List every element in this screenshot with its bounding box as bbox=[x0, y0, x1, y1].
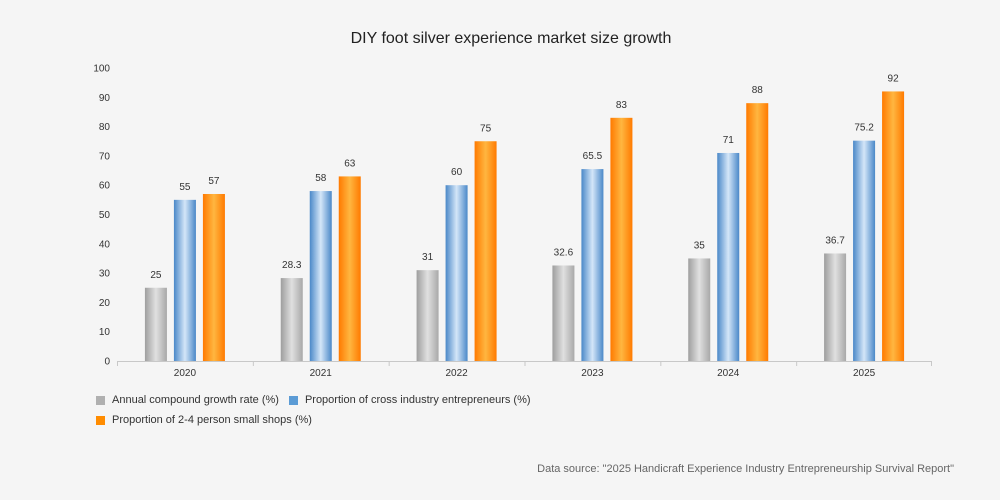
data-label: 83 bbox=[616, 100, 628, 111]
data-label: 35 bbox=[694, 240, 706, 251]
y-tick-label: 20 bbox=[99, 298, 111, 309]
x-tick-label: 2020 bbox=[174, 368, 197, 379]
chart-title: DIY foot silver experience market size g… bbox=[351, 30, 672, 47]
y-tick-label: 60 bbox=[99, 181, 111, 192]
bar bbox=[581, 169, 604, 361]
legend-swatch-orange-icon bbox=[96, 415, 105, 425]
bar bbox=[474, 141, 497, 361]
legend-row-2: Proportion of 2-4 person small shops (%) bbox=[96, 410, 696, 430]
bar bbox=[746, 103, 769, 361]
y-tick-label: 30 bbox=[99, 269, 111, 280]
legend-item-cross-industry: Proportion of cross industry entrepreneu… bbox=[288, 394, 531, 406]
data-label: 75 bbox=[480, 123, 492, 134]
legend-row-1: Annual compound growth rate (%) Proporti… bbox=[96, 390, 696, 410]
bar bbox=[610, 117, 633, 361]
bar bbox=[445, 185, 468, 361]
x-tick-label: 2021 bbox=[310, 368, 333, 379]
y-tick-label: 40 bbox=[99, 239, 111, 250]
bar bbox=[688, 258, 711, 361]
bar bbox=[144, 287, 167, 361]
data-label: 75.2 bbox=[854, 123, 874, 134]
chart-legend: Annual compound growth rate (%) Proporti… bbox=[96, 390, 696, 430]
chart-data-labels: 25 55 57 28.3 58 63 31 60 75 32.6 65.5 83 35 71 88 36.7… bbox=[150, 73, 899, 280]
data-label: 55 bbox=[179, 182, 191, 193]
legend-item-annual-growth: Annual compound growth rate (%) bbox=[96, 394, 279, 406]
y-tick-label: 0 bbox=[104, 357, 110, 368]
bar bbox=[202, 193, 225, 361]
bar bbox=[717, 152, 740, 361]
data-label: 88 bbox=[752, 85, 764, 96]
x-tick-label: 2023 bbox=[581, 368, 604, 379]
data-label: 36.7 bbox=[825, 235, 845, 246]
bar bbox=[309, 191, 332, 361]
chart-plot: DIY foot silver experience market size g… bbox=[93, 30, 932, 379]
chart-axes: 0 10 20 30 40 50 60 70 80 90 100 2020 2021 2022 2023 20… bbox=[93, 64, 932, 379]
data-label: 92 bbox=[888, 73, 900, 84]
data-label: 31 bbox=[422, 252, 434, 263]
y-tick-label: 80 bbox=[99, 122, 111, 133]
x-tick-label: 2025 bbox=[853, 368, 876, 379]
x-tick-label: 2022 bbox=[445, 368, 468, 379]
data-label: 57 bbox=[208, 176, 220, 187]
data-label: 32.6 bbox=[554, 247, 574, 258]
legend-item-small-shops: Proportion of 2-4 person small shops (%) bbox=[96, 414, 312, 426]
bar bbox=[280, 278, 303, 361]
bar bbox=[338, 176, 361, 361]
data-label: 63 bbox=[344, 158, 356, 169]
y-tick-label: 100 bbox=[93, 64, 110, 75]
x-tick-label: 2024 bbox=[717, 368, 740, 379]
data-label: 60 bbox=[451, 167, 463, 178]
bar bbox=[552, 265, 575, 361]
data-label: 65.5 bbox=[583, 151, 603, 162]
data-label: 28.3 bbox=[282, 260, 302, 271]
data-label: 25 bbox=[150, 270, 162, 281]
y-tick-label: 70 bbox=[99, 151, 111, 162]
bar bbox=[882, 91, 905, 361]
bar bbox=[416, 270, 439, 361]
bar bbox=[824, 253, 847, 361]
data-source-note: Data source: "2025 Handicraft Experience… bbox=[537, 463, 954, 475]
y-tick-label: 50 bbox=[99, 210, 111, 221]
y-tick-label: 90 bbox=[99, 93, 111, 104]
legend-label: Proportion of cross industry entrepreneu… bbox=[304, 394, 531, 406]
y-tick-label: 10 bbox=[99, 327, 111, 338]
bar bbox=[853, 140, 876, 361]
data-label: 71 bbox=[723, 135, 735, 146]
legend-label: Proportion of 2-4 person small shops (%) bbox=[112, 414, 312, 426]
chart-bars bbox=[144, 91, 905, 361]
data-label: 58 bbox=[315, 173, 327, 184]
bar bbox=[173, 199, 196, 361]
legend-swatch-blue-icon bbox=[288, 395, 298, 405]
legend-label: Annual compound growth rate (%) bbox=[112, 394, 279, 406]
legend-swatch-gray-icon bbox=[96, 395, 105, 405]
